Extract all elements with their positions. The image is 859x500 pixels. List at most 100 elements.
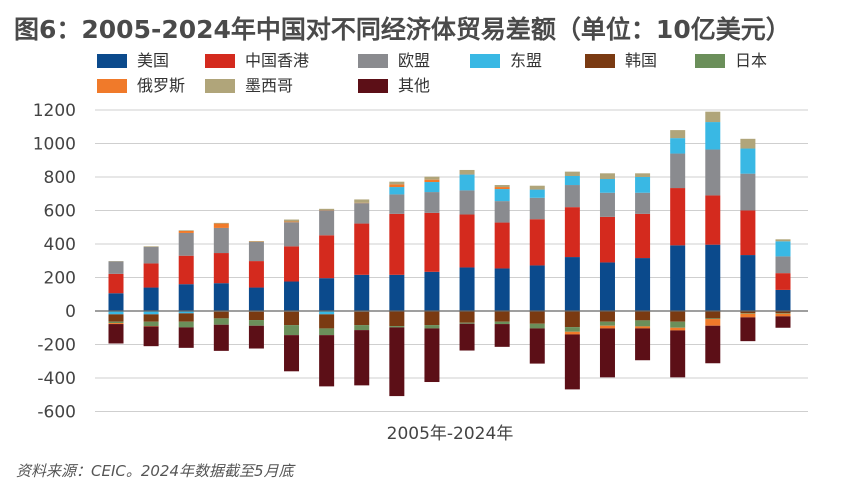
bar-segment bbox=[599, 321, 615, 326]
bar-segment bbox=[389, 311, 405, 327]
bar-segment bbox=[284, 246, 300, 282]
bar-segment bbox=[389, 213, 405, 275]
bar-segment bbox=[213, 318, 229, 325]
legend-label: 欧盟 bbox=[398, 51, 430, 70]
bar-segment bbox=[635, 328, 651, 361]
bar-segment bbox=[705, 195, 721, 245]
bar-segment bbox=[248, 261, 264, 288]
bar-segment bbox=[143, 326, 159, 347]
bar-segment bbox=[599, 262, 615, 311]
bar-segment bbox=[424, 212, 440, 272]
bar-2007 bbox=[178, 230, 194, 348]
bar-segment bbox=[389, 327, 405, 397]
bar-segment bbox=[529, 323, 545, 329]
bar-segment bbox=[424, 328, 440, 383]
bar-2017 bbox=[529, 185, 545, 364]
bar-segment bbox=[740, 317, 756, 342]
bar-segment bbox=[248, 311, 264, 321]
bar-segment bbox=[635, 213, 651, 259]
bar-segment bbox=[319, 208, 335, 211]
bar-segment bbox=[108, 321, 124, 324]
legend-item: 日本 bbox=[695, 51, 767, 70]
bar-segment bbox=[670, 321, 686, 328]
bar-segment bbox=[108, 323, 124, 325]
bar-segment bbox=[248, 241, 264, 262]
bar-segment bbox=[635, 173, 651, 177]
bar-segment bbox=[143, 314, 159, 322]
bar-segment bbox=[705, 325, 721, 364]
bar-segment bbox=[319, 235, 335, 279]
bar-segment bbox=[178, 311, 194, 314]
legend-label: 美国 bbox=[137, 51, 169, 70]
bar-segment bbox=[775, 273, 791, 290]
bar-segment bbox=[494, 311, 510, 322]
bar-2019 bbox=[599, 173, 615, 378]
bar-segment bbox=[775, 313, 791, 317]
bar-segment bbox=[599, 173, 615, 180]
bar-segment bbox=[354, 203, 370, 224]
bar-segment bbox=[213, 227, 229, 254]
bar-segment bbox=[213, 222, 229, 224]
bar-segment bbox=[143, 246, 159, 248]
gridlines bbox=[95, 109, 808, 412]
bar-segment bbox=[670, 327, 686, 331]
y-tick-label: 600 bbox=[44, 202, 76, 222]
bar-segment bbox=[459, 190, 475, 215]
bar-2008 bbox=[213, 222, 229, 351]
bar-segment bbox=[424, 179, 440, 183]
bar-segment bbox=[775, 289, 791, 311]
bar-2015 bbox=[459, 169, 475, 351]
bar-segment bbox=[143, 311, 159, 315]
bar-segment bbox=[459, 322, 475, 324]
bar-segment bbox=[599, 328, 615, 378]
bar-segment bbox=[670, 245, 686, 311]
bar-segment bbox=[564, 311, 580, 328]
bar-segment bbox=[319, 311, 335, 315]
bar-segment bbox=[213, 223, 229, 228]
bar-segment bbox=[248, 240, 264, 242]
legend-label: 其他 bbox=[398, 76, 430, 95]
bar-segment bbox=[494, 321, 510, 325]
bar-segment bbox=[705, 111, 721, 123]
bar-2018 bbox=[564, 171, 580, 390]
bar-segment bbox=[775, 239, 791, 242]
bar-segment bbox=[108, 261, 124, 274]
bar-2021 bbox=[670, 130, 686, 378]
bar-2006 bbox=[143, 246, 159, 347]
bar-segment bbox=[354, 311, 370, 326]
legend-swatch bbox=[97, 79, 127, 93]
bar-segment bbox=[775, 256, 791, 274]
bar-segment bbox=[108, 293, 124, 311]
bar-segment bbox=[389, 184, 405, 188]
bar-segment bbox=[354, 223, 370, 275]
bar-segment bbox=[143, 247, 159, 264]
bar-2009 bbox=[248, 240, 264, 349]
bar-segment bbox=[775, 241, 791, 257]
bar-segment bbox=[459, 267, 475, 311]
x-axis-label: 2005年-2024年 bbox=[387, 424, 514, 444]
bar-segment bbox=[599, 192, 615, 217]
bar-2023 bbox=[740, 138, 756, 342]
bar-2016 bbox=[494, 185, 510, 347]
bar-segment bbox=[354, 325, 370, 331]
bar-2012 bbox=[354, 199, 370, 386]
bar-segment bbox=[319, 314, 335, 329]
bar-segment bbox=[178, 321, 194, 328]
bar-segment bbox=[284, 219, 300, 222]
bar-segment bbox=[213, 253, 229, 284]
bar-segment bbox=[529, 197, 545, 220]
bars bbox=[108, 111, 791, 397]
legend-item: 韩国 bbox=[585, 51, 657, 70]
chart-title: 图6：2005-2024年中国对不同经济体贸易差额（单位：10亿美元） bbox=[14, 15, 791, 44]
bar-segment bbox=[705, 318, 721, 320]
bar-segment bbox=[143, 321, 159, 327]
bar-segment bbox=[213, 311, 229, 319]
bar-segment bbox=[740, 173, 756, 211]
bar-segment bbox=[354, 330, 370, 386]
bar-segment bbox=[424, 182, 440, 193]
legend-item: 俄罗斯 bbox=[97, 76, 185, 95]
bar-segment bbox=[564, 257, 580, 311]
bar-segment bbox=[529, 219, 545, 266]
